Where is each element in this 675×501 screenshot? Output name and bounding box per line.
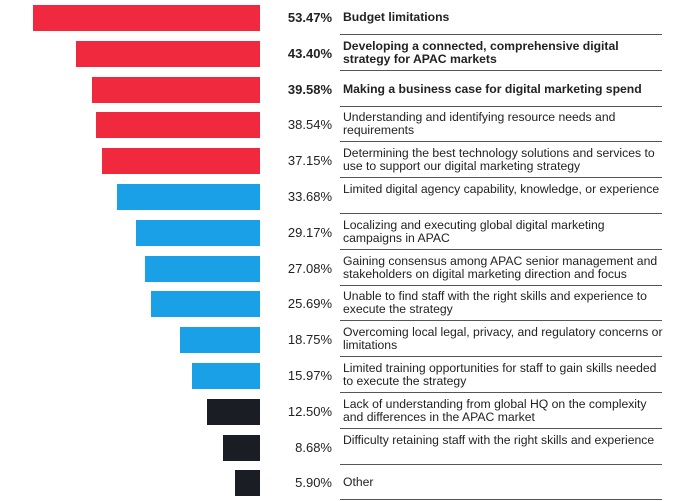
row-divider <box>340 427 662 429</box>
bar <box>150 291 260 318</box>
category-label: Developing a connected, comprehensive di… <box>343 38 619 66</box>
bar <box>144 255 260 282</box>
chart-row: 38.54% Understanding and identifying reso… <box>0 107 675 143</box>
row-divider <box>340 320 662 322</box>
bar <box>32 5 260 31</box>
bar <box>192 363 260 389</box>
chart-row: 37.15% Determining the best technology so… <box>0 143 675 179</box>
bar <box>234 470 260 497</box>
chart-row: 25.69% Unable to find staff with the righ… <box>0 286 675 322</box>
chart-row: 15.97% Limited training opportunities for… <box>0 358 675 394</box>
chart-row: 39.58% Making a business case for digital… <box>0 72 675 108</box>
row-divider <box>340 105 662 107</box>
value-label: 43.40% <box>287 45 332 61</box>
row-divider <box>340 463 662 465</box>
category-label: Lack of understanding from global HQ on … <box>343 396 647 424</box>
chart-row: 8.68% Difficulty retaining staff with the… <box>0 430 675 466</box>
bar <box>91 76 260 103</box>
row-divider <box>340 356 662 358</box>
row-divider <box>340 392 662 393</box>
row-divider <box>340 69 662 71</box>
category-label: Understanding and identifying resource n… <box>343 110 616 138</box>
value-label: 12.50% <box>287 403 332 419</box>
bar <box>102 148 260 175</box>
bar <box>223 434 260 461</box>
chart-row: 53.47% Budget limitations <box>0 0 675 36</box>
bar <box>136 219 260 246</box>
value-label: 37.15% <box>287 153 332 169</box>
value-label: 5.90% <box>295 475 332 491</box>
row-divider <box>340 213 662 214</box>
category-label: Difficulty retaining staff with the righ… <box>343 432 655 447</box>
category-label: Budget limitations <box>343 10 450 24</box>
value-label: 39.58% <box>287 81 332 97</box>
chart-row: 5.90% Other <box>0 465 675 501</box>
chart-row: 18.75% Overcoming local legal, privacy, a… <box>0 322 675 358</box>
row-divider <box>340 248 662 250</box>
chart-row: 29.17% Localizing and executing global di… <box>0 215 675 251</box>
category-label: Overcoming local legal, privacy, and reg… <box>343 325 663 353</box>
chart-row: 33.68% Limited digital agency capability,… <box>0 179 675 215</box>
category-label: Gaining consensus among APAC senior mana… <box>343 253 658 281</box>
value-label: 53.47% <box>287 10 332 25</box>
value-label: 33.68% <box>287 189 332 204</box>
value-label: 38.54% <box>287 117 332 133</box>
category-label: Other <box>343 475 374 490</box>
value-label: 8.68% <box>295 439 332 455</box>
value-label: 18.75% <box>287 332 332 348</box>
category-label: Unable to find staff with the right skil… <box>343 289 647 317</box>
bar <box>116 184 260 210</box>
category-label: Limited digital agency capability, knowl… <box>343 182 660 196</box>
value-label: 15.97% <box>287 368 332 383</box>
bar <box>180 327 260 354</box>
category-label: Limited training opportunities for staff… <box>343 361 657 388</box>
row-divider <box>340 499 662 501</box>
category-label: Determining the best technology solution… <box>343 146 655 174</box>
row-divider <box>340 284 662 286</box>
value-label: 25.69% <box>287 296 332 312</box>
row-divider <box>340 34 662 35</box>
bar <box>75 40 260 67</box>
chart-row: 12.50% Lack of understanding from global … <box>0 394 675 430</box>
category-label: Making a business case for digital marke… <box>343 81 642 96</box>
row-divider <box>340 141 662 143</box>
bar <box>96 112 260 139</box>
bar <box>206 398 260 425</box>
category-label: Localizing and executing global digital … <box>343 217 605 245</box>
chart-row: 43.40% Developing a connected, comprehens… <box>0 36 675 72</box>
value-label: 29.17% <box>287 224 332 240</box>
value-label: 27.08% <box>287 260 332 276</box>
row-divider <box>340 177 662 179</box>
chart-row: 27.08% Gaining consensus among APAC senio… <box>0 251 675 287</box>
